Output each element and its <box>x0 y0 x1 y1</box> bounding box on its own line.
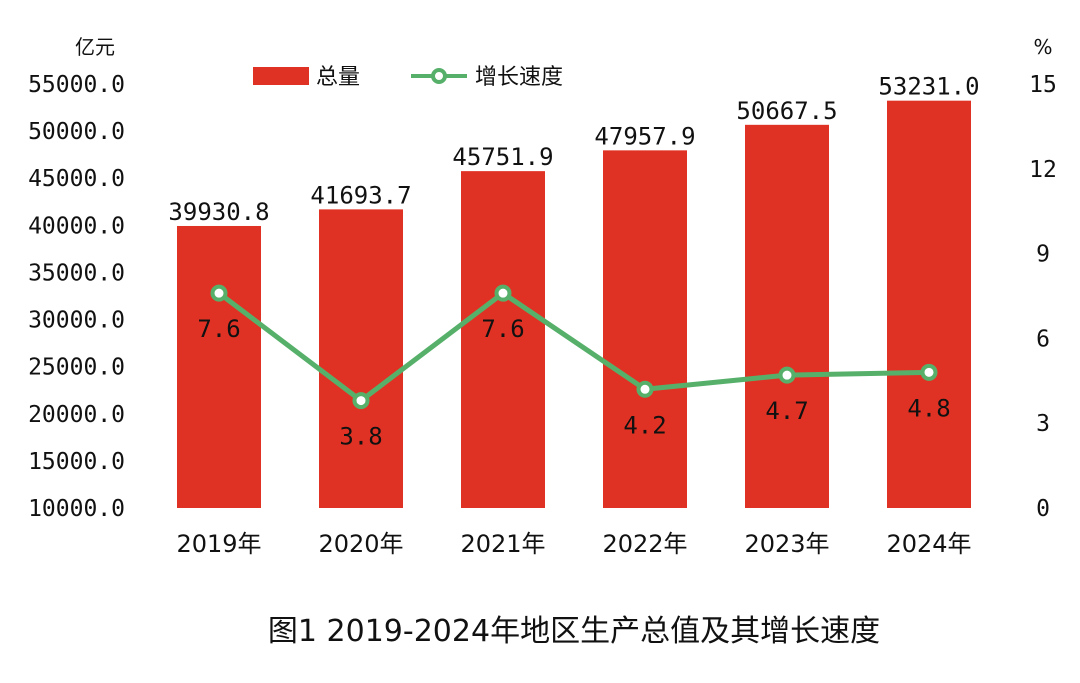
left-tick-label: 20000.0 <box>28 402 125 428</box>
right-tick-label: 6 <box>1036 326 1050 352</box>
right-tick-label: 0 <box>1036 496 1050 522</box>
right-tick-label: 3 <box>1036 411 1050 437</box>
left-tick-label: 30000.0 <box>28 308 125 334</box>
line-point <box>494 284 512 302</box>
line-point <box>920 363 938 381</box>
line-value-label: 7.6 <box>481 315 524 343</box>
line-point <box>636 380 654 398</box>
bar <box>461 171 545 509</box>
bar-value-label: 47957.9 <box>594 122 695 150</box>
line-point <box>210 284 228 302</box>
x-tick-label: 2020年 <box>318 530 403 558</box>
left-tick-label: 35000.0 <box>28 260 125 286</box>
growth-line <box>217 290 930 404</box>
right-tick-label: 12 <box>1029 157 1057 183</box>
left-y-axis: 亿元 10000.0 15000.0 20000.0 25000.0 30000.0 35… <box>28 35 125 522</box>
x-tick-label: 2019年 <box>176 530 261 558</box>
x-axis: 2019年 2020年 2021年 2022年 2023年 2024年 <box>176 530 971 558</box>
chart-title: 图1 2019-2024年地区生产总值及其增长速度 <box>268 614 880 649</box>
legend-bar-swatch <box>253 67 309 85</box>
line-value-label: 4.7 <box>765 397 808 425</box>
legend: 总量 增长速度 <box>253 65 563 90</box>
line-value-label: 4.2 <box>623 411 666 439</box>
x-tick-label: 2022年 <box>602 530 687 558</box>
line-point <box>778 366 796 384</box>
right-axis-unit: % <box>1033 35 1052 59</box>
legend-line-marker <box>431 68 447 84</box>
bar-value-label: 53231.0 <box>878 73 979 101</box>
right-tick-label: 9 <box>1036 242 1050 268</box>
line-value-label: 4.8 <box>907 394 950 422</box>
right-y-axis: % 0 3 6 9 12 15 <box>1029 35 1057 522</box>
left-tick-label: 40000.0 <box>28 213 125 239</box>
line-series: 7.6 3.8 7.6 4.2 4.7 4.8 <box>197 284 951 451</box>
bar <box>177 225 261 508</box>
bar <box>603 150 687 508</box>
x-tick-label: 2021年 <box>460 530 545 558</box>
left-tick-label: 55000.0 <box>28 72 125 98</box>
legend-line-label: 增长速度 <box>475 65 563 90</box>
bar-value-label: 39930.8 <box>168 198 269 226</box>
x-tick-label: 2023年 <box>744 530 829 558</box>
bar-value-label: 50667.5 <box>736 97 837 125</box>
left-tick-label: 50000.0 <box>28 119 125 145</box>
left-tick-label: 45000.0 <box>28 166 125 192</box>
bar <box>887 100 971 508</box>
left-tick-label: 10000.0 <box>28 496 125 522</box>
left-axis-unit: 亿元 <box>75 35 115 59</box>
left-tick-label: 15000.0 <box>28 449 125 475</box>
bar-series: 39930.8 41693.7 45751.9 47957.9 50667.5 53231… <box>168 73 980 509</box>
line-value-label: 7.6 <box>197 315 240 343</box>
bar <box>745 124 829 508</box>
left-tick-label: 25000.0 <box>28 355 125 381</box>
legend-bar-label: 总量 <box>316 65 360 90</box>
line-point <box>352 392 370 410</box>
bar <box>319 209 403 508</box>
x-tick-label: 2024年 <box>886 530 971 558</box>
bar-value-label: 45751.9 <box>452 143 553 171</box>
line-value-label: 3.8 <box>339 423 382 451</box>
right-tick-label: 15 <box>1029 72 1057 98</box>
bar-value-label: 41693.7 <box>310 181 411 209</box>
